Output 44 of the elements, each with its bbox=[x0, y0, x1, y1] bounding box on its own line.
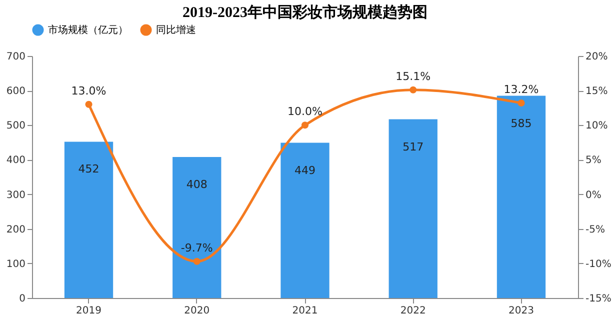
y2-tick-label: -15% bbox=[586, 294, 612, 304]
x-tick-label: 2023 bbox=[508, 306, 534, 316]
data-label: 13.0% bbox=[71, 84, 106, 98]
x-tick-label: 2021 bbox=[292, 306, 318, 316]
y-tick-label: 100 bbox=[6, 258, 26, 270]
point bbox=[518, 99, 525, 107]
y-tick-label: 700 bbox=[6, 52, 26, 62]
y2-tick-label: 20% bbox=[586, 52, 608, 62]
data-label: 517 bbox=[402, 140, 424, 154]
bar bbox=[496, 96, 546, 298]
y2-tick-label: 15% bbox=[586, 86, 608, 98]
y-tick-label: 500 bbox=[6, 120, 26, 132]
data-label: 449 bbox=[294, 164, 316, 177]
x-tick-label: 2020 bbox=[184, 306, 210, 316]
bar bbox=[280, 142, 330, 298]
legend-label: 同比增速 bbox=[156, 24, 196, 36]
y2-tick-label: 5% bbox=[586, 155, 602, 166]
data-label: -9.7% bbox=[180, 241, 213, 254]
point bbox=[193, 258, 200, 265]
point bbox=[85, 100, 92, 108]
chart-title: 2019-2023年中国彩妆市场规模趋势图 bbox=[182, 3, 428, 21]
data-label: 10.0% bbox=[288, 105, 322, 118]
x-tick-label: 2022 bbox=[400, 306, 426, 316]
y-tick-label: 400 bbox=[6, 155, 26, 166]
legend-label: 市场规模（亿元） bbox=[48, 24, 128, 36]
point bbox=[410, 86, 417, 94]
bar bbox=[64, 142, 114, 298]
y-tick-label: 600 bbox=[6, 86, 26, 98]
y-tick-label: 300 bbox=[6, 190, 26, 201]
y-tick-label: 200 bbox=[6, 224, 26, 236]
y2-tick-label: 10% bbox=[586, 120, 608, 132]
y-tick-label: 0 bbox=[19, 294, 26, 304]
x-tick-label: 2019 bbox=[76, 306, 102, 316]
y2-tick-label: 0% bbox=[586, 190, 602, 201]
data-label: 408 bbox=[186, 178, 208, 191]
data-label: 452 bbox=[78, 162, 100, 176]
bar bbox=[388, 119, 438, 298]
point bbox=[301, 122, 309, 129]
y2-tick-label: -10% bbox=[586, 258, 612, 270]
data-label: 585 bbox=[510, 116, 532, 130]
bar bbox=[172, 156, 222, 298]
y2-tick-label: -5% bbox=[586, 224, 605, 236]
data-label: 15.1% bbox=[396, 70, 431, 83]
data-label: 13.2% bbox=[504, 83, 539, 96]
